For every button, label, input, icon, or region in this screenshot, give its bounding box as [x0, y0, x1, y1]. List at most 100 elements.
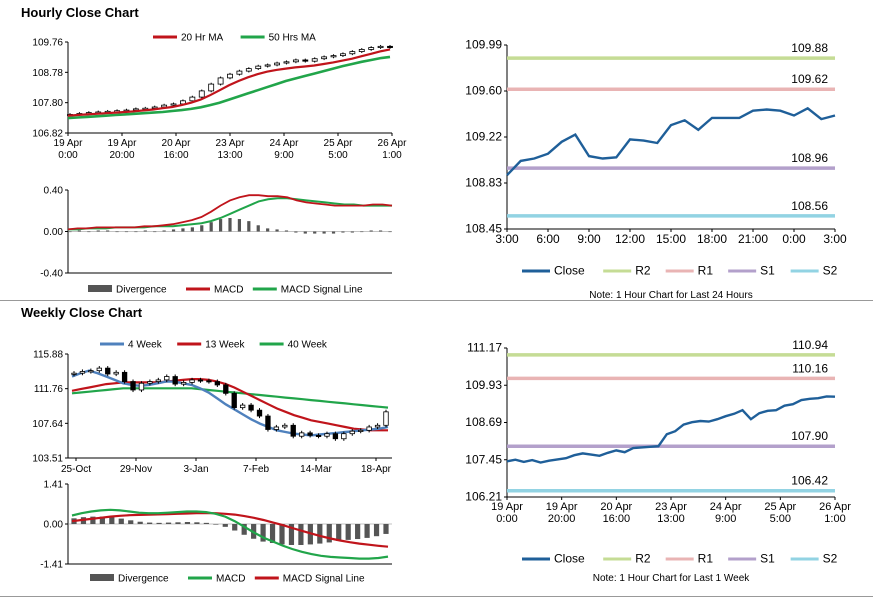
hourly-price-x-tick-label: 25 Apr	[324, 138, 354, 149]
weekly-section-title: Weekly Close Chart	[21, 305, 143, 320]
weekly-pivot-legend-label: S1	[760, 552, 775, 566]
hourly-macd-divergence-bar	[360, 231, 364, 233]
hourly-pivot-x-tick-label: 6:00	[536, 232, 560, 246]
weekly-pivot-x-tick-label: 9:00	[715, 513, 736, 525]
weekly-price-candle	[358, 429, 364, 432]
weekly-price-candle	[223, 384, 229, 394]
hourly-price-candle	[170, 103, 177, 106]
hourly-price-candle	[368, 47, 375, 50]
hourly-price-candle	[245, 68, 252, 72]
hourly-macd-divergence-bar	[134, 231, 138, 233]
hourly-pivot-x-tick-label: 21:00	[738, 232, 768, 246]
weekly-price-candle	[265, 415, 271, 430]
hourly-pivot-r1-level-label: 109.62	[791, 72, 828, 86]
hourly-pivot-legend-label: R2	[635, 264, 651, 278]
hourly-macd-divergence-bar	[228, 218, 232, 232]
hourly-pivot-y-tick-label: 109.22	[465, 130, 502, 144]
weekly-pivot-x-tick-label: 19 Apr	[491, 501, 523, 513]
weekly-macd-divergence-bar	[364, 524, 370, 538]
weekly-price-legend-label: 4 Week	[128, 340, 163, 351]
hourly-pivot-note: Note: 1 Hour Chart for Last 24 Hours	[589, 290, 752, 301]
hourly-macd-divergence-bar	[284, 230, 289, 232]
weekly-price-candle	[324, 433, 330, 437]
weekly-pivot-x-tick-label: 26 Apr	[819, 501, 851, 513]
section-divider	[0, 300, 873, 301]
weekly-macd-legend-swatch	[90, 574, 114, 581]
hourly-macd-divergence-bar	[162, 230, 166, 232]
weekly-price-candle	[231, 392, 237, 409]
hourly-price-candle	[283, 61, 290, 64]
hourly-price-x-tick-label: 24 Apr	[270, 138, 300, 149]
weekly-macd-divergence-bar	[90, 516, 96, 524]
weekly-price-x-tick-label: 29-Nov	[120, 464, 152, 475]
weekly-price-y-tick-label: 107.64	[32, 419, 63, 430]
weekly-pivot-x-tick-label: 23 Apr	[655, 501, 687, 513]
weekly-pivot-x-tick-label: 16:00	[603, 513, 631, 525]
weekly-macd-divergence-bar	[241, 524, 247, 535]
weekly-pivot-y-tick-label: 109.93	[465, 378, 502, 392]
hourly-macd-divergence-bar	[294, 231, 298, 233]
weekly-macd-y-tick-label: 1.41	[44, 480, 64, 491]
hourly-price-candle	[311, 58, 318, 62]
hourly-price-candle	[330, 55, 337, 58]
hourly-macd-legend-label: MACD	[214, 285, 243, 296]
weekly-price-candle	[290, 424, 296, 437]
weekly-price-candle	[341, 433, 347, 440]
hourly-macd-divergence-bar	[171, 229, 176, 232]
hourly-macd-divergence-bar	[115, 231, 119, 233]
weekly-price-candle	[189, 379, 195, 383]
hourly-price-ma20-line	[67, 48, 391, 117]
hourly-pivot-y-tick-label: 109.60	[465, 84, 502, 98]
hourly-price-y-tick-label: 109.76	[32, 38, 63, 49]
hourly-price-y-tick-label: 108.78	[32, 68, 63, 79]
hourly-price-x-tick-label: 23 Apr	[216, 138, 246, 149]
weekly-macd-divergence-bar	[232, 524, 238, 531]
weekly-price-candle	[206, 380, 212, 383]
hourly-price-candle	[377, 45, 384, 48]
hourly-price-candle	[358, 49, 365, 52]
weekly-price-candle	[138, 382, 145, 391]
weekly-price-candle	[366, 426, 372, 431]
hourly-pivot-x-tick-label: 9:00	[577, 232, 601, 246]
weekly-macd-divergence-bar	[222, 524, 228, 527]
weekly-macd-divergence-bar	[194, 522, 200, 524]
weekly-pivot-x-tick-label: 25 Apr	[764, 501, 796, 513]
weekly-macd-divergence-bar	[345, 524, 351, 540]
weekly-price-candle	[172, 376, 178, 385]
hourly-price-x-tick-label: 20:00	[109, 150, 134, 161]
hourly-price-candle	[340, 53, 346, 57]
weekly-macd-legend-label: MACD Signal Line	[283, 574, 365, 585]
weekly-price-candle	[248, 404, 254, 411]
hourly-price-y-tick-label: 106.82	[32, 129, 63, 140]
weekly-macd-macd-line	[71, 508, 389, 560]
weekly-price-candle	[96, 367, 102, 372]
hourly-pivot-y-tick-label: 108.83	[465, 176, 502, 190]
weekly-price-candle	[79, 371, 86, 374]
hourly-section-title: Hourly Close Chart	[21, 5, 139, 20]
weekly-price-candle	[88, 370, 94, 373]
hourly-price-candle	[274, 62, 280, 66]
weekly-macd-divergence-bar	[288, 524, 295, 545]
weekly-price-candle	[383, 411, 389, 426]
weekly-price-candle	[256, 409, 263, 417]
hourly-macd-divergence-bar	[87, 231, 91, 233]
hourly-price-candle	[387, 45, 393, 48]
weekly-price-w13-line	[71, 378, 388, 432]
weekly-price-candle	[273, 426, 280, 430]
hourly-price-candle	[236, 70, 243, 75]
weekly-macd-divergence-bar	[383, 524, 389, 534]
hourly-pivot-close-line	[506, 106, 836, 177]
hourly-macd-divergence-bar	[256, 225, 260, 232]
hourly-pivot-legend-label: R1	[698, 264, 714, 278]
weekly-macd-legend-label: Divergence	[118, 574, 169, 585]
weekly-pivot-legend-label: R2	[635, 552, 651, 566]
weekly-pivot-y-tick-label: 108.69	[465, 415, 502, 429]
hourly-price-candle	[302, 59, 309, 62]
hourly-price-candle	[189, 96, 196, 102]
hourly-macd-divergence-bar	[331, 231, 336, 234]
weekly-macd-divergence-bar	[203, 522, 209, 524]
hourly-pivot-y-tick-label: 108.45	[465, 222, 502, 236]
weekly-price-candle	[374, 424, 381, 428]
weekly-price-candle	[105, 367, 111, 375]
hourly-macd-legend-label: Divergence	[116, 285, 167, 296]
